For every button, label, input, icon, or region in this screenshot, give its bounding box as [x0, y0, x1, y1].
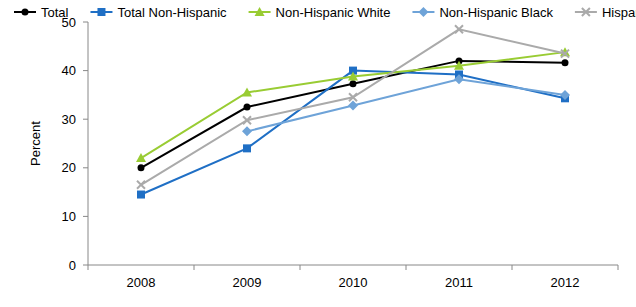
- y-tick-label: 10: [62, 209, 76, 224]
- legend-marker: [418, 7, 428, 17]
- x-tick-label: 2012: [551, 275, 580, 290]
- x-tick: [300, 265, 301, 270]
- y-tick: [83, 70, 88, 71]
- legend-label: Total: [41, 5, 69, 20]
- x-tick: [618, 265, 619, 270]
- y-axis: [88, 22, 89, 265]
- legend-item: Hispanic: [575, 5, 636, 20]
- legend-marker: [97, 8, 105, 16]
- legend-marker: [255, 7, 265, 16]
- series-line: [141, 29, 565, 185]
- legend-label: Total Non-Hispanic: [117, 5, 227, 20]
- point: [454, 74, 464, 84]
- series-line: [141, 61, 565, 168]
- point: [242, 87, 252, 96]
- y-axis-label: Percent: [28, 121, 43, 166]
- x-tick: [88, 265, 89, 270]
- series-line: [247, 79, 565, 131]
- point: [137, 181, 145, 189]
- y-tick-label: 20: [62, 160, 76, 175]
- point: [243, 144, 251, 152]
- series-line: [141, 52, 565, 158]
- series: [242, 74, 570, 136]
- chart: 0102030405020082009201020112012PercentTo…: [0, 0, 636, 307]
- point: [137, 191, 145, 199]
- y-tick-label: 30: [62, 112, 76, 127]
- point: [242, 126, 252, 136]
- y-tick-label: 40: [62, 63, 76, 78]
- x-tick: [406, 265, 407, 270]
- x-tick-label: 2010: [339, 275, 368, 290]
- y-tick: [83, 265, 88, 266]
- y-tick: [83, 216, 88, 217]
- point: [243, 116, 251, 124]
- x-tick: [194, 265, 195, 270]
- x-axis: [88, 265, 618, 266]
- point: [455, 25, 463, 33]
- point: [454, 61, 464, 70]
- point: [562, 59, 569, 66]
- x-tick-label: 2009: [233, 275, 262, 290]
- point: [561, 50, 569, 58]
- point: [560, 90, 570, 100]
- point: [138, 164, 145, 171]
- legend-item: Total: [14, 5, 69, 20]
- legend-marker: [22, 9, 29, 16]
- series: [137, 67, 569, 199]
- series: [136, 47, 570, 162]
- point: [348, 71, 358, 80]
- plot-area: [136, 25, 570, 198]
- legend-item: Non-Hispanic White: [249, 5, 391, 20]
- legend-label: Hispanic: [602, 5, 636, 20]
- legend-label: Non-Hispanic Black: [439, 5, 553, 20]
- legend-item: Total Non-Hispanic: [90, 5, 227, 20]
- legend-marker: [582, 8, 590, 16]
- series-line: [141, 71, 565, 195]
- series: [138, 57, 569, 171]
- point: [350, 80, 357, 87]
- x-tick: [512, 265, 513, 270]
- point: [349, 93, 357, 101]
- y-tick: [83, 119, 88, 120]
- y-tick-label: 0: [69, 258, 76, 273]
- y-tick: [83, 22, 88, 23]
- legend-item: Non-Hispanic Black: [412, 5, 553, 20]
- legend-label: Non-Hispanic White: [276, 5, 391, 20]
- x-tick-label: 2008: [127, 275, 156, 290]
- x-tick-label: 2011: [445, 275, 473, 290]
- series: [137, 25, 569, 189]
- point: [244, 104, 251, 111]
- point: [348, 101, 358, 111]
- point: [136, 153, 146, 162]
- legend: Total Total Non-Hispanic Non-Hispanic Whit…: [14, 5, 636, 20]
- y-tick: [83, 167, 88, 168]
